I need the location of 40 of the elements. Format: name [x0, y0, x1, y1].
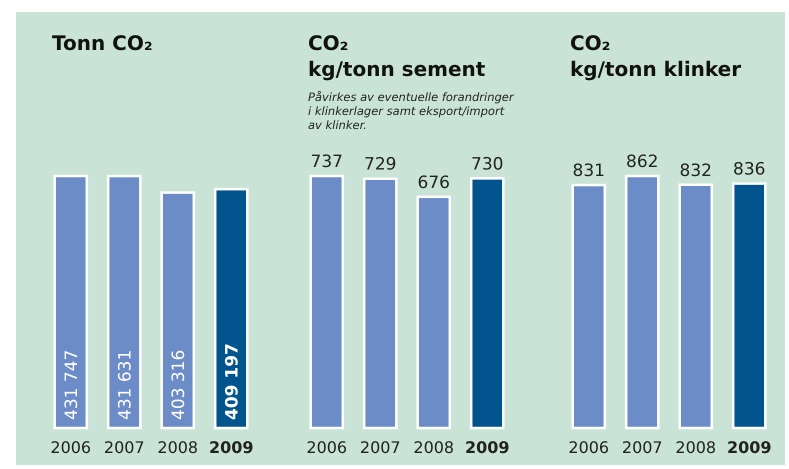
- x-tick-label: 2008: [413, 438, 454, 457]
- chart-title: CO₂ kg/tonn klinker: [570, 31, 742, 81]
- data-label: 836: [733, 160, 766, 180]
- chart-title: CO₂ kg/tonn sement: [308, 31, 486, 81]
- x-tick-label: 2008: [675, 438, 716, 457]
- x-tick-label: 2007: [360, 438, 401, 457]
- data-label: 831: [572, 161, 605, 182]
- bar: [732, 182, 767, 430]
- data-label: 676: [418, 172, 450, 193]
- x-tick-label: 2007: [104, 438, 145, 457]
- data-label: 737: [310, 152, 343, 172]
- bar: [678, 184, 714, 430]
- bar: [362, 177, 398, 430]
- x-tick-label: 2009: [464, 438, 510, 457]
- x-tick-label: 2008: [157, 438, 198, 457]
- bar: [470, 177, 505, 430]
- data-label: 431 631: [115, 350, 136, 420]
- data-label: 403 316: [168, 350, 189, 420]
- x-tick-label: 2009: [208, 438, 254, 457]
- bar: [309, 174, 344, 430]
- bar: [416, 196, 452, 430]
- data-label: 431 747: [62, 350, 82, 420]
- bar: [160, 191, 196, 430]
- data-label: 730: [471, 154, 504, 174]
- bar: [53, 174, 88, 430]
- x-tick-label: 2009: [726, 438, 772, 457]
- chart-subtitle: Påvirkes av eventuelle forandringer i klinkerlager samt eksport/import av klinker.: [308, 90, 515, 132]
- bar: [214, 188, 249, 430]
- x-tick-label: 2006: [568, 438, 610, 457]
- data-label: 729: [364, 154, 396, 175]
- bar: [106, 174, 142, 430]
- x-tick-label: 2006: [306, 438, 348, 457]
- chart-title: Tonn CO₂: [52, 31, 153, 55]
- bar: [624, 174, 660, 430]
- data-label: 409 197: [222, 343, 242, 420]
- bar: [571, 184, 606, 430]
- data-label: 862: [626, 152, 658, 172]
- x-tick-label: 2006: [50, 438, 92, 457]
- data-label: 832: [680, 160, 712, 181]
- x-tick-label: 2007: [622, 438, 663, 457]
